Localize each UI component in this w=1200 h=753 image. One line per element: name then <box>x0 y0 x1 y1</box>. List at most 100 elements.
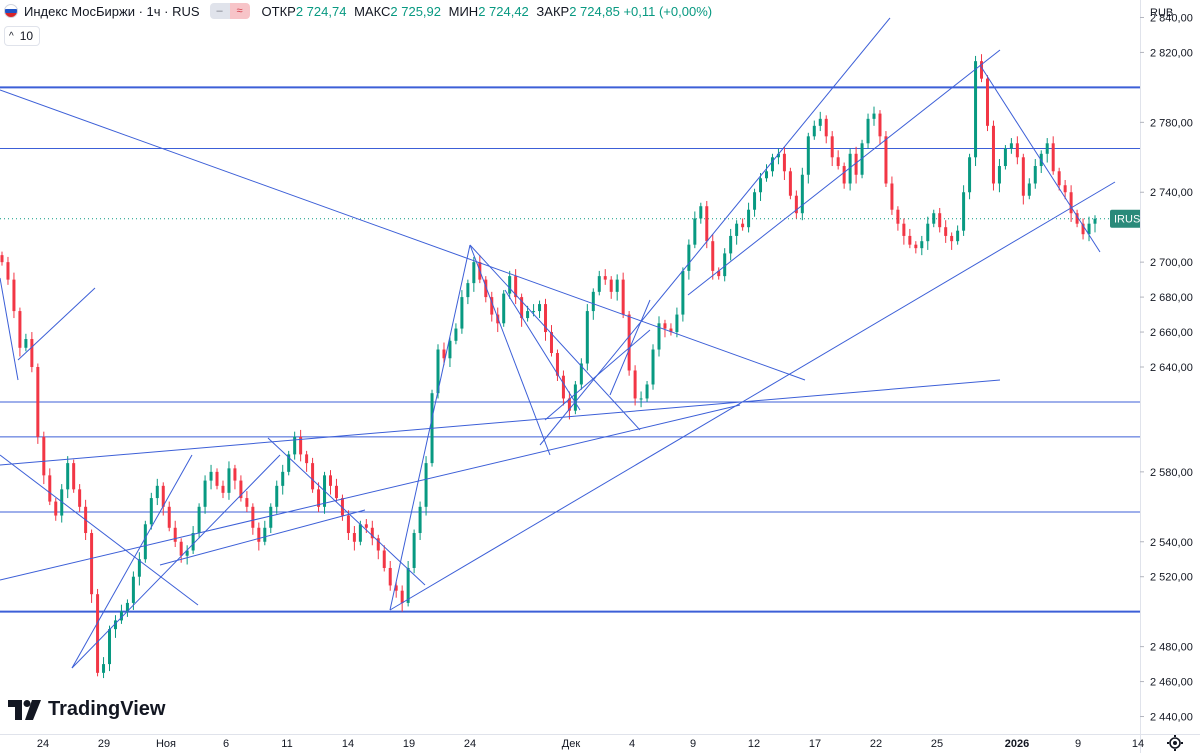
trendline[interactable] <box>17 287 96 361</box>
candle-body <box>1045 143 1049 154</box>
price-tick-label: 2 700,00 <box>1150 257 1193 269</box>
trendline[interactable] <box>159 509 366 566</box>
candle-body <box>454 328 458 341</box>
candle-body <box>741 223 745 228</box>
trendline[interactable] <box>609 299 651 396</box>
trendline[interactable] <box>0 454 199 606</box>
candle-body <box>400 590 404 603</box>
candle-body <box>729 235 733 254</box>
candle-body <box>693 218 697 245</box>
hide-icon[interactable]: ‒ <box>209 3 230 19</box>
horizontal-levels[interactable]: 2 800,002 765,002 620,002 600,002 557,00… <box>0 79 1200 620</box>
candle-body <box>663 323 667 329</box>
candle-body <box>621 279 625 315</box>
time-tick-label: 9 <box>1075 738 1081 750</box>
time-tick-label: 24 <box>37 738 49 750</box>
trendline[interactable] <box>469 244 551 456</box>
candle-body <box>42 436 46 476</box>
time-tick-label: 22 <box>870 738 882 750</box>
candle-body <box>78 489 82 507</box>
candle-body <box>854 153 858 175</box>
trendline[interactable] <box>267 437 426 586</box>
candle-body <box>842 166 846 184</box>
candle-body <box>884 136 888 184</box>
time-tick-label: 12 <box>748 738 760 750</box>
candle-body <box>406 567 410 603</box>
candle-body <box>239 480 243 499</box>
trendline[interactable] <box>687 49 1001 296</box>
candle-body <box>968 157 972 193</box>
candle-body <box>908 235 912 245</box>
candle-body <box>1069 192 1073 214</box>
price-tick-label: 2 540,00 <box>1150 537 1193 549</box>
trendlines[interactable] <box>0 17 1116 669</box>
trendline[interactable] <box>504 289 581 411</box>
trendline[interactable] <box>0 379 1001 466</box>
time-tick-label: 19 <box>403 738 415 750</box>
candle-body <box>412 533 416 568</box>
candle-body <box>418 506 422 534</box>
candle-body <box>1021 157 1025 196</box>
trendline[interactable] <box>71 454 281 669</box>
symbol-legend: Индекс МосБиржи · 1ч · RUS ‒ ≈ ОТКР2 724… <box>4 2 712 20</box>
candle-body <box>1003 148 1007 167</box>
wave-icon[interactable]: ≈ <box>229 3 250 19</box>
candle-body <box>299 436 303 455</box>
candle-body <box>932 213 936 224</box>
candle-body <box>788 171 792 196</box>
candle-body <box>370 527 374 539</box>
candle-body <box>215 471 219 486</box>
tradingview-logo[interactable]: TradingView <box>8 698 165 721</box>
candle-body <box>328 475 332 486</box>
price-tick-label: 2 480,00 <box>1150 642 1193 654</box>
time-tick-label: 6 <box>223 738 229 750</box>
time-tick-label: 9 <box>690 738 696 750</box>
candle-body <box>436 349 440 394</box>
brand-name: TradingView <box>48 698 166 720</box>
price-tick-label: 2 740,00 <box>1150 187 1193 199</box>
candle-body <box>1009 143 1013 149</box>
price-tick-label: 2 640,00 <box>1150 362 1193 374</box>
trendline[interactable] <box>0 404 741 581</box>
candle-body <box>591 291 595 312</box>
candle-body <box>12 279 16 312</box>
candle-body <box>1075 213 1079 224</box>
candle-body <box>1057 171 1061 186</box>
candle-body <box>161 485 165 507</box>
currency-label: RUB <box>1150 7 1173 19</box>
candle-body <box>776 153 780 158</box>
chevron-up-icon[interactable]: ^ <box>9 30 14 42</box>
price-tick-label: 2 840,00 <box>1150 12 1193 24</box>
candle-body <box>1093 218 1097 224</box>
candle-body <box>305 454 309 464</box>
candle-body <box>627 314 631 371</box>
price-tick-label: 2 820,00 <box>1150 47 1193 59</box>
candle-body <box>90 533 94 595</box>
candle-body <box>914 244 918 249</box>
symbol-title[interactable]: Индекс МосБиржи · 1ч · RUS <box>24 3 200 19</box>
time-axis[interactable]: 24 29 Ноя 6 11 14 19 24 Дек 4 9 12 17 22 25 2026 9 14 <box>0 734 1200 751</box>
trendline[interactable] <box>469 244 641 431</box>
indicator-toggle[interactable]: ‒ ≈ <box>209 3 250 19</box>
trendline[interactable] <box>0 89 806 381</box>
time-tick-label: 29 <box>98 738 110 750</box>
candle-body <box>597 276 601 292</box>
candle-body <box>287 454 291 472</box>
candle-body <box>1033 166 1037 184</box>
symbol-tag[interactable] <box>1110 209 1144 228</box>
candle-body <box>544 304 548 333</box>
trendline[interactable] <box>0 277 19 381</box>
candle-body <box>878 113 882 137</box>
trendline[interactable] <box>979 64 1101 253</box>
trendline[interactable] <box>389 244 471 611</box>
trendline[interactable] <box>539 17 891 446</box>
candle-body <box>950 235 954 242</box>
candle-body <box>567 398 571 411</box>
trendline[interactable] <box>71 454 193 669</box>
settings-gear-icon[interactable] <box>1164 734 1186 752</box>
volume-setting[interactable]: ^ 10 <box>4 26 41 46</box>
candle-body <box>532 311 536 313</box>
trendline[interactable] <box>389 181 1116 611</box>
